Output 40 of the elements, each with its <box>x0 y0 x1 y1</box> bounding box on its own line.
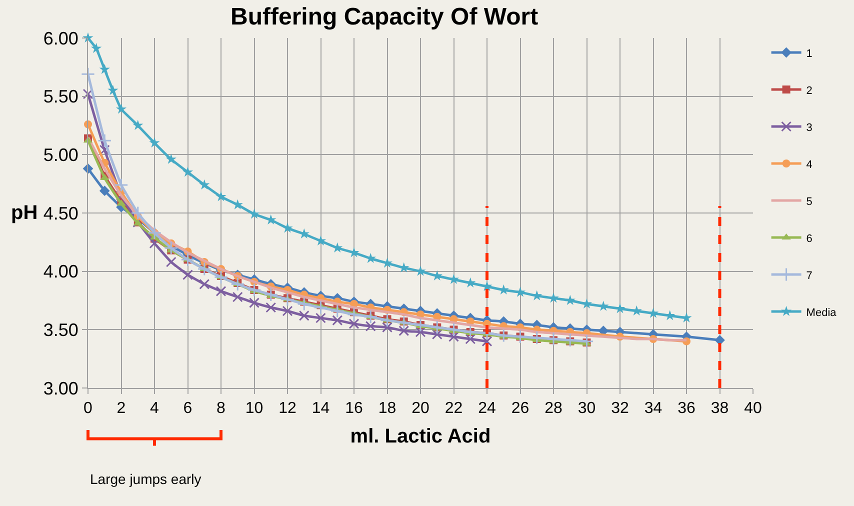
y-axis-title: pH <box>11 202 38 224</box>
x-tick-label: 20 <box>412 400 430 418</box>
legend-label: 7 <box>806 270 812 282</box>
chart-title: Buffering Capacity Of Wort <box>230 3 538 30</box>
x-tick-label: 38 <box>710 400 729 418</box>
legend-label: 6 <box>806 232 812 245</box>
x-tick-label: 36 <box>678 400 696 418</box>
x-tick-label: 4 <box>150 400 160 418</box>
legend-label: Media <box>806 306 838 319</box>
x-tick-label: 34 <box>644 400 662 418</box>
legend-label: 5 <box>806 196 812 208</box>
y-tick-label: 4.00 <box>43 262 78 282</box>
y-tick-label: 6.00 <box>43 28 78 48</box>
legend-label: 1 <box>806 48 812 60</box>
legend-label: 2 <box>806 84 812 97</box>
legend-label: 4 <box>806 158 812 171</box>
x-tick-label: 12 <box>278 400 296 418</box>
x-tick-label: 26 <box>511 400 530 418</box>
x-tick-label: 8 <box>216 400 226 418</box>
x-tick-label: 18 <box>378 400 396 418</box>
x-tick-label: 22 <box>444 400 463 418</box>
text: Large jumps early <box>90 471 202 487</box>
x-tick-label: 6 <box>183 400 192 418</box>
x-tick-label: 16 <box>345 400 363 418</box>
x-tick-label: 40 <box>744 400 762 418</box>
x-tick-label: 2 <box>116 400 126 418</box>
x-tick-label: 28 <box>544 400 562 418</box>
x-tick-label: 10 <box>245 400 264 418</box>
x-tick-label: 14 <box>312 400 330 418</box>
y-tick-label: 3.00 <box>43 378 78 398</box>
y-tick-label: 5.50 <box>43 86 78 107</box>
y-tick-label: 4.50 <box>43 203 78 224</box>
x-tick-label: 24 <box>478 400 496 418</box>
x-axis-title: ml. Lactic Acid <box>350 426 491 448</box>
x-tick-label: 30 <box>578 400 596 418</box>
x-tick-label: 32 <box>611 400 629 418</box>
y-tick-label: 5.00 <box>43 144 78 165</box>
legend-label: 3 <box>806 122 812 134</box>
y-tick-label: 3.50 <box>43 320 78 340</box>
x-tick-label: 0 <box>84 400 93 418</box>
